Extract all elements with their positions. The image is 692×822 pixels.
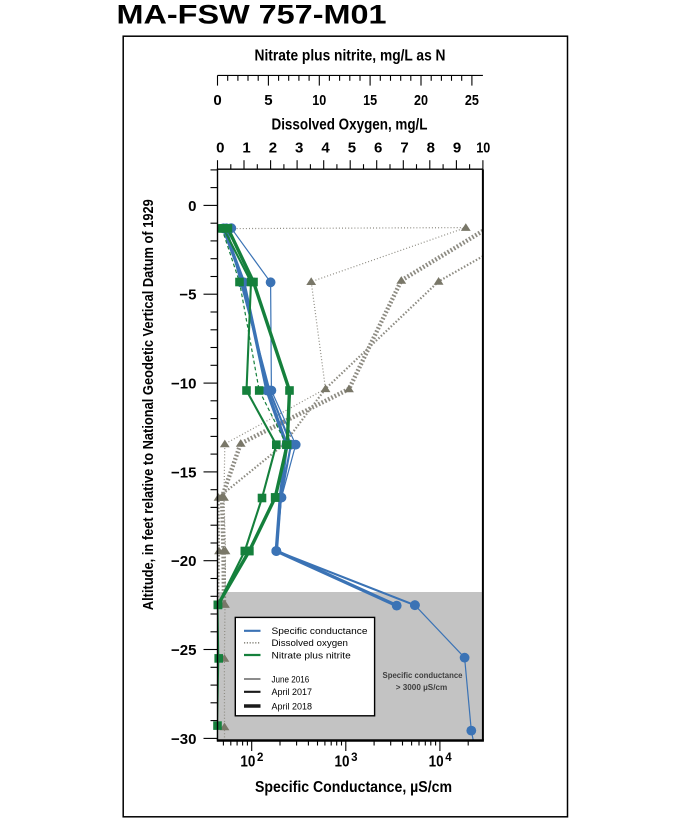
- svg-text:10: 10: [335, 754, 350, 771]
- svg-text:4: 4: [445, 752, 452, 764]
- svg-text:Dissolved Oxygen, mg/L: Dissolved Oxygen, mg/L: [272, 117, 428, 134]
- svg-text:20: 20: [414, 92, 428, 109]
- svg-text:−20: −20: [171, 553, 196, 570]
- svg-text:April 2017: April 2017: [272, 687, 313, 698]
- svg-text:Nitrate plus nitrite: Nitrate plus nitrite: [272, 650, 351, 661]
- svg-text:Altitude, in feet relative to: Altitude, in feet relative to National G…: [141, 199, 157, 610]
- svg-text:10: 10: [476, 139, 490, 156]
- svg-text:0: 0: [213, 92, 221, 109]
- svg-text:> 3000 µS/cm: > 3000 µS/cm: [396, 682, 448, 692]
- svg-text:8: 8: [427, 139, 435, 156]
- svg-text:2: 2: [269, 139, 277, 156]
- svg-text:Specific conductance: Specific conductance: [272, 626, 368, 637]
- svg-text:2: 2: [257, 752, 263, 764]
- svg-text:5: 5: [264, 92, 272, 109]
- svg-text:7: 7: [400, 139, 408, 156]
- svg-text:Dissolved oxygen: Dissolved oxygen: [272, 638, 349, 649]
- svg-text:4: 4: [321, 139, 330, 156]
- svg-text:June 2016: June 2016: [272, 674, 310, 685]
- svg-text:3: 3: [351, 752, 357, 764]
- svg-text:Specific Conductance, µS/cm: Specific Conductance, µS/cm: [255, 779, 452, 796]
- svg-text:3: 3: [295, 139, 303, 156]
- svg-text:10: 10: [240, 754, 255, 771]
- svg-text:Specific conductance: Specific conductance: [383, 670, 463, 680]
- svg-text:−15: −15: [171, 464, 196, 481]
- svg-text:25: 25: [465, 92, 479, 109]
- svg-text:−25: −25: [171, 642, 196, 659]
- svg-text:15: 15: [363, 92, 377, 109]
- svg-text:April 2018: April 2018: [272, 701, 313, 712]
- svg-text:10: 10: [312, 92, 326, 109]
- svg-text:0: 0: [216, 139, 224, 156]
- svg-text:9: 9: [453, 139, 461, 156]
- svg-text:1: 1: [242, 139, 250, 156]
- svg-text:5: 5: [348, 139, 356, 156]
- svg-text:−10: −10: [171, 376, 196, 393]
- svg-text:−5: −5: [179, 287, 196, 304]
- svg-text:MA-FSW 757-M01: MA-FSW 757-M01: [117, 0, 387, 29]
- svg-text:10: 10: [429, 754, 444, 771]
- svg-text:−30: −30: [171, 731, 196, 748]
- svg-text:0: 0: [188, 198, 196, 215]
- svg-text:Nitrate plus nitrite, mg/L as: Nitrate plus nitrite, mg/L as N: [255, 47, 446, 64]
- svg-text:6: 6: [374, 139, 382, 156]
